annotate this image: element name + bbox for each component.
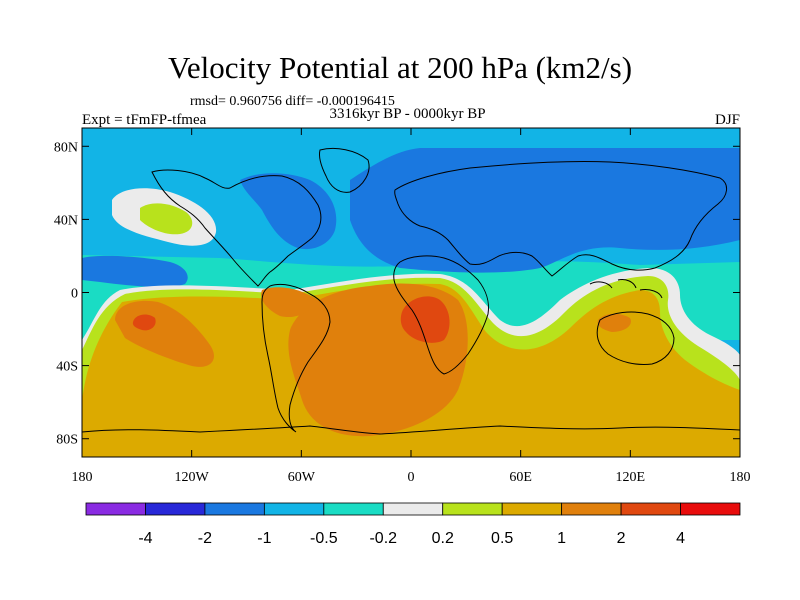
coast-australia: [596, 311, 675, 365]
axis-labels: 180 120W 60W 0 60E 120E 180 80N 40N 0 40S 80S: [54, 140, 751, 485]
contour-field: [82, 128, 740, 457]
x-tick-label: 180: [730, 470, 751, 485]
colorbar-swatch-8: [561, 502, 622, 516]
colorbar-swatch-9: [620, 502, 681, 516]
colorbar-label: -1: [257, 530, 271, 547]
coast-antarctica: [82, 425, 740, 435]
x-tick-label: 60E: [509, 470, 532, 485]
y-tick-label: 40S: [56, 360, 78, 375]
colorbar-label: -0.5: [310, 530, 338, 547]
field-blue-north: [350, 148, 740, 273]
colorbar-label: 0.2: [432, 530, 454, 547]
coast-south-america: [261, 283, 331, 433]
y-tick-label: 80S: [56, 433, 78, 448]
colorbar-swatch-5: [382, 502, 444, 516]
colorbar-label: 4: [676, 530, 685, 547]
stats-text: rmsd= 0.960756 diff= -0.000196415: [190, 94, 395, 109]
x-tick-label: 120W: [175, 470, 210, 485]
axis-ticks: [81, 128, 741, 457]
field-yellow-npacific: [140, 203, 193, 235]
y-tick-label: 40N: [54, 213, 78, 228]
field-redorange-pacific: [132, 314, 156, 331]
colorbar: -4 -2 -1 -0.5 -0.2 0.2 0.5 1 2 4: [85, 502, 741, 547]
coast-north-america: [151, 169, 322, 287]
colorbar-label: -0.2: [369, 530, 397, 547]
field-orange-peru: [261, 287, 318, 318]
x-tick-label: 120E: [616, 470, 646, 485]
chart-title: Velocity Potential at 200 hPa (km2/s): [167, 50, 633, 85]
x-tick-label: 60W: [288, 470, 316, 485]
colorbar-label: 1: [557, 530, 566, 547]
y-tick-label: 80N: [54, 140, 78, 155]
colorbar-label: 0.5: [491, 530, 513, 547]
coast-indonesia: [589, 279, 663, 299]
colorbar-swatch-7: [501, 502, 563, 516]
field-blue-pacific: [82, 255, 188, 288]
experiment-label: Expt = tFmFP-tfmea: [82, 112, 207, 128]
coast-africa: [393, 255, 489, 375]
period-label: 3316kyr BP - 0000kyr BP: [329, 106, 486, 122]
colorbar-swatch-10: [680, 502, 741, 516]
season-label: DJF: [714, 112, 740, 128]
colorbar-swatch-6: [442, 502, 503, 516]
y-tick-label: 0: [71, 287, 78, 302]
colorbar-label: -2: [198, 530, 212, 547]
x-tick-label: 180: [72, 470, 93, 485]
x-tick-label: 0: [408, 470, 415, 485]
colorbar-label: -4: [138, 530, 152, 547]
field-redorange-africa: [400, 296, 450, 343]
colorbar-swatch-1: [145, 502, 206, 516]
colorbar-label: 2: [617, 530, 626, 547]
colorbar-swatch-2: [204, 502, 265, 516]
field-orange-mc: [597, 313, 631, 332]
field-blue-atlantic: [240, 173, 337, 250]
colorbar-swatch-0: [85, 502, 146, 516]
colorbar-swatch-4: [323, 502, 384, 516]
coastlines: [82, 147, 740, 435]
coast-greenland: [319, 147, 370, 193]
coast-eurasia: [394, 160, 727, 277]
colorbar-swatch-3: [263, 502, 325, 516]
